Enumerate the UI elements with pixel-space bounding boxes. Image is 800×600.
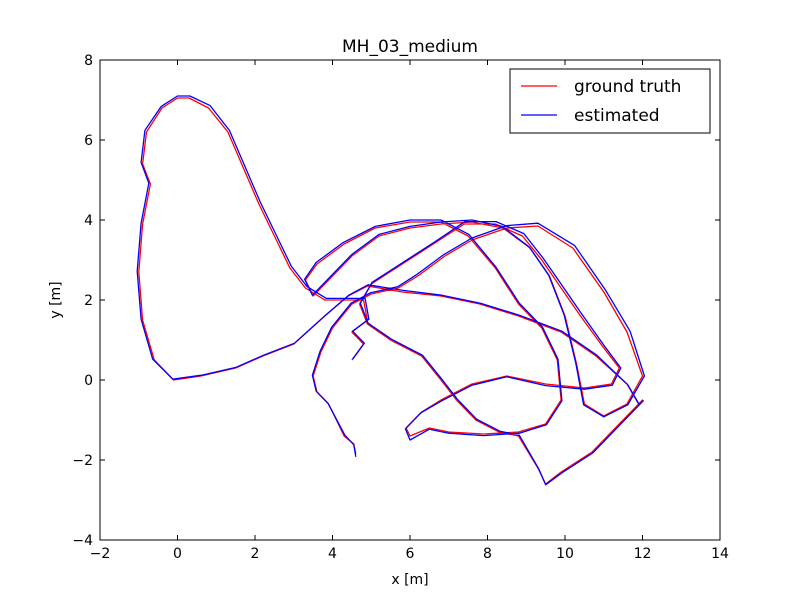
x-tick-label: −2 <box>90 546 111 562</box>
y-tick-label: 6 <box>84 133 93 149</box>
x-tick-label: 8 <box>483 546 492 562</box>
series-line-ground-truth <box>138 97 644 485</box>
series-line-estimated <box>136 95 646 486</box>
x-tick-label: 6 <box>406 546 415 562</box>
x-tick-label: 2 <box>251 546 260 562</box>
y-axis-label: y [m] <box>48 281 64 318</box>
x-tick-label: 0 <box>173 546 182 562</box>
y-tick-label: 2 <box>84 293 93 309</box>
legend: ground truth estimated <box>509 68 711 134</box>
x-tick-label: 10 <box>556 546 574 562</box>
x-tick-label: 14 <box>711 546 729 562</box>
legend-label-ground-truth: ground truth <box>574 77 681 97</box>
x-tick-label: 12 <box>634 546 652 562</box>
y-tick-label: 0 <box>84 373 93 389</box>
y-tick-label: 4 <box>84 213 93 229</box>
series-layer <box>136 95 646 486</box>
chart-title: MH_03_medium <box>342 37 478 57</box>
y-tick-label: −2 <box>72 453 93 469</box>
x-axis-label: x [m] <box>391 572 428 588</box>
x-tick-label: 4 <box>328 546 337 562</box>
legend-box <box>509 68 711 134</box>
y-tick-label: 8 <box>84 53 93 69</box>
legend-label-estimated: estimated <box>574 106 660 126</box>
y-tick-label: −4 <box>72 533 93 549</box>
